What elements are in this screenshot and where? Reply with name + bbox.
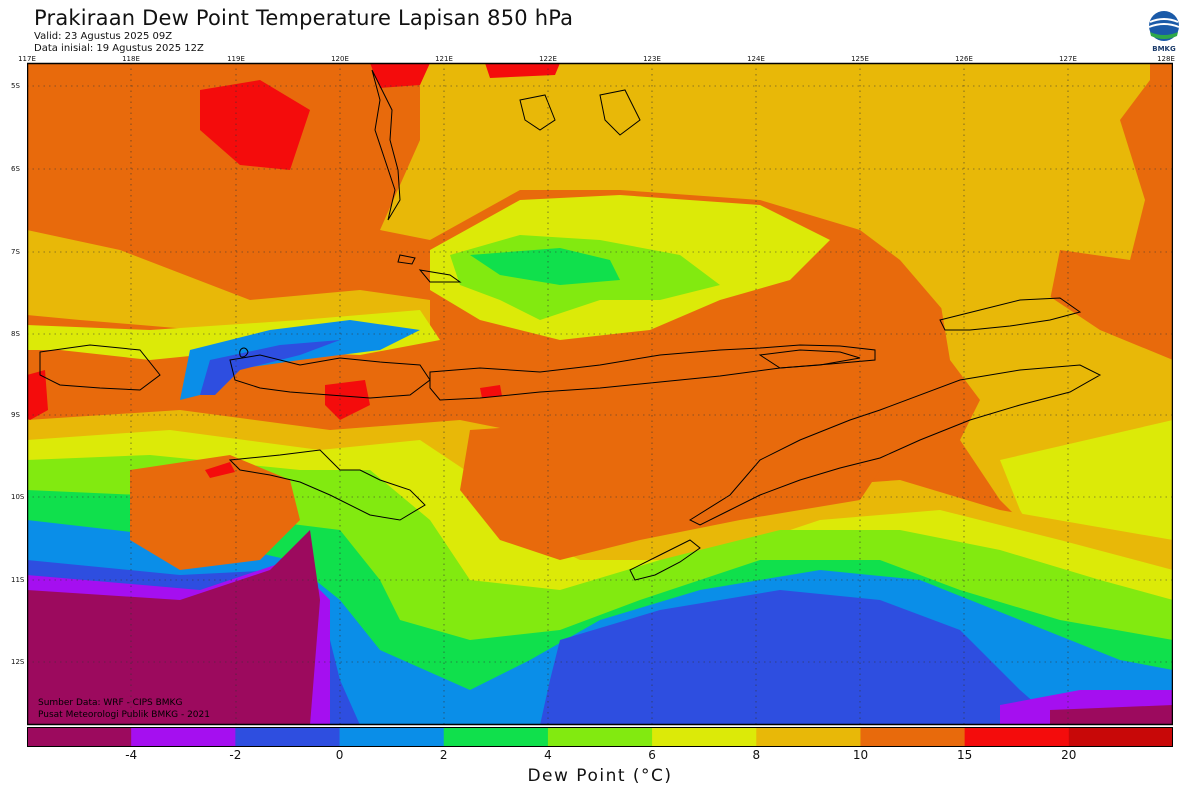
- colorbar-swatch-7: [756, 727, 861, 747]
- dewpoint-band-8-10-west: [27, 230, 430, 340]
- coastline-sulawesi: [371, 69, 401, 221]
- coastline-alor: [758, 349, 861, 369]
- initial-data-time: Data inisial: 19 Agustus 2025 12Z: [34, 43, 204, 54]
- y-tick-11s: 11S: [11, 576, 25, 584]
- colorbar-tick-label: 6: [648, 748, 656, 762]
- x-tick-121e: 121E: [435, 55, 453, 63]
- dewpoint-band-10-15-island: [130, 455, 300, 570]
- colorbar-title: Dew Point (°C): [527, 766, 673, 786]
- dewpoint-band-15-20-b: [370, 63, 430, 88]
- dewpoint-band-lt-minus4-south: [27, 530, 1173, 725]
- x-tick-126e: 126E: [955, 55, 973, 63]
- y-tick-9s: 9S: [11, 411, 20, 419]
- x-tick-128e: 128E: [1157, 55, 1175, 63]
- coastline-sumbawa: [229, 354, 431, 399]
- colorbar-tick-label: -2: [229, 748, 242, 762]
- dewpoint-band-15-20-c: [485, 63, 560, 78]
- dewpoint-band-15-20-f: [205, 462, 235, 478]
- colorbar-swatch-3: [339, 727, 445, 747]
- colorbar-tick-label: 8: [752, 748, 761, 762]
- coastline-islands-n1: [519, 94, 556, 131]
- x-tick-123e: 123E: [643, 55, 661, 63]
- coastline-wetar: [939, 297, 1082, 331]
- credit-org: Pusat Meteorologi Publik BMKG - 2021: [38, 710, 210, 720]
- colorbar-tick-label: 2: [439, 748, 448, 762]
- map-title: Prakiraan Dew Point Temperature Lapisan …: [34, 6, 574, 30]
- coastline-sumba: [228, 449, 426, 521]
- x-tick-122e: 122E: [539, 55, 557, 63]
- dewpoint-band-minus2-0-north: [200, 340, 340, 395]
- colorbar-swatch-0: [27, 727, 132, 747]
- dewpoint-band-15-20-g: [480, 385, 502, 398]
- valid-time: Valid: 23 Agustus 2025 09Z: [34, 31, 173, 42]
- x-tick-119e: 119E: [227, 55, 245, 63]
- colorbar-tick-label: 15: [956, 748, 973, 762]
- coastline-flores: [429, 344, 876, 401]
- colorbar-swatch-2: [235, 727, 341, 747]
- bmkg-logo-icon: [1148, 11, 1180, 41]
- colorbar-tick-label: -4: [125, 748, 138, 762]
- y-tick-12s: 12S: [11, 658, 25, 666]
- dewpoint-band-8-10-north: [380, 63, 1150, 360]
- x-tick-118e: 118E: [122, 55, 140, 63]
- x-tick-127e: 127E: [1059, 55, 1077, 63]
- coastline-lombok: [39, 344, 161, 391]
- coastline-timor: [688, 364, 1102, 526]
- y-tick-7s: 7S: [11, 248, 20, 256]
- colorbar-swatch-5: [547, 727, 653, 747]
- colorbar-swatch-8: [860, 727, 966, 747]
- colorbar: [27, 727, 1173, 747]
- dewpoint-band-0-2-north: [180, 320, 420, 400]
- colorbar-tick-label: 10: [852, 748, 869, 762]
- coastline-islands-n3: [418, 269, 462, 283]
- x-tick-117e: 117E: [18, 55, 36, 63]
- y-tick-10s: 10S: [11, 493, 25, 501]
- colorbar-swatch-4: [443, 727, 549, 747]
- y-tick-5s: 5S: [11, 82, 20, 90]
- dewpoint-band-2-4-north: [470, 248, 620, 285]
- logo-label: BMKG: [1152, 45, 1176, 53]
- dewpoint-band-15-20-a: [200, 80, 310, 170]
- colorbar-frame: [27, 727, 1173, 747]
- y-tick-6s: 6S: [11, 165, 20, 173]
- colorbar-tick-label: 0: [335, 748, 344, 762]
- dewpoint-band-15-20-e: [27, 370, 48, 420]
- coastline-islands-n2: [599, 89, 641, 136]
- dewpoint-band-10-15-tongue: [460, 420, 880, 560]
- colorbar-tick-label: 20: [1061, 748, 1077, 762]
- x-tick-125e: 125E: [851, 55, 869, 63]
- graticule: [27, 63, 1173, 725]
- colorbar-swatch-1: [131, 727, 236, 747]
- x-tick-120e: 120E: [331, 55, 349, 63]
- coastline-islands-n4: [397, 254, 416, 265]
- colorbar-swatch-10: [1068, 727, 1173, 747]
- colorbar-swatch-9: [964, 727, 1070, 747]
- coastline-islands-nw: [239, 347, 249, 358]
- map-frame: [27, 62, 1173, 726]
- colorbar-tick-label: 4: [544, 748, 552, 762]
- coastline-rote: [629, 539, 701, 581]
- dewpoint-band-15-20-d: [325, 380, 370, 420]
- y-tick-8s: 8S: [11, 330, 20, 338]
- credit-source: Sumber Data: WRF - CIPS BMKG: [38, 698, 183, 708]
- dew-point-map: [27, 62, 1173, 726]
- colorbar-swatch-6: [652, 727, 757, 747]
- x-tick-124e: 124E: [747, 55, 765, 63]
